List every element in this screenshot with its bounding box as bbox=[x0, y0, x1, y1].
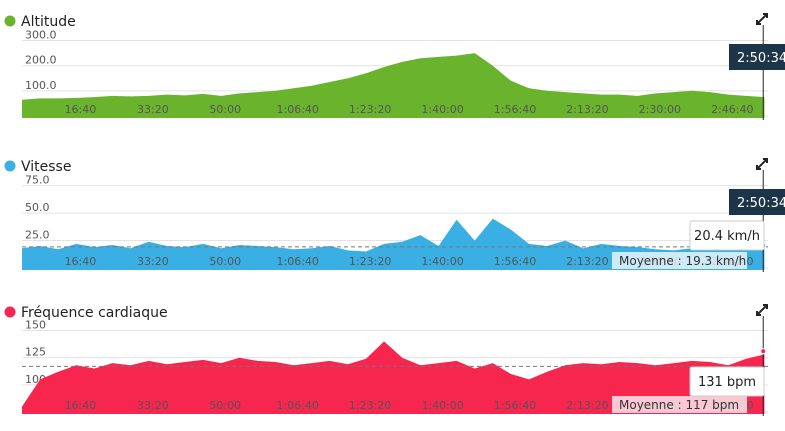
y-tick-label: 25.0 bbox=[25, 229, 50, 242]
expand-icon[interactable] bbox=[756, 13, 768, 25]
expand-icon[interactable] bbox=[756, 304, 768, 316]
area bbox=[22, 341, 765, 414]
cursor-point bbox=[760, 348, 767, 355]
x-tick-label: 1:40:00 bbox=[421, 103, 463, 116]
x-tick-label: 33:20 bbox=[137, 399, 169, 412]
legend-dot bbox=[4, 15, 16, 27]
x-tick-label: 33:20 bbox=[137, 255, 169, 268]
y-tick-label: 300.0 bbox=[25, 29, 57, 42]
x-tick-label: 2:46:40 bbox=[711, 103, 753, 116]
x-tick-label: 1:06:40 bbox=[277, 399, 319, 412]
y-tick-label: 100.0 bbox=[25, 79, 57, 92]
chart-title: Altitude bbox=[21, 14, 76, 30]
chart-title: Fréquence cardiaque bbox=[21, 305, 168, 321]
cursor-time: 2:50:34 bbox=[737, 51, 785, 66]
x-tick-label: 16:40 bbox=[65, 103, 97, 116]
x-tick-label: 1:06:40 bbox=[277, 103, 319, 116]
tooltip-text: 131 bpm bbox=[698, 375, 756, 390]
average-label-bg bbox=[612, 252, 747, 269]
x-tick-label: 1:56:40 bbox=[494, 255, 536, 268]
expand-arrow bbox=[756, 304, 768, 316]
average-label: Moyenne : 117 bpm bbox=[619, 398, 739, 412]
x-tick-label: 50:00 bbox=[209, 399, 241, 412]
y-tick-label: 75.0 bbox=[25, 174, 50, 187]
x-tick-label: 2:13:20 bbox=[566, 255, 608, 268]
cursor-time-box bbox=[729, 189, 785, 215]
legend-dot bbox=[4, 160, 16, 172]
y-tick-label: 125 bbox=[25, 346, 46, 359]
cursor-time: 2:50:34 bbox=[737, 196, 785, 211]
chart-title: Vitesse bbox=[21, 159, 71, 175]
x-tick-label: 1:56:40 bbox=[494, 103, 536, 116]
x-tick-label: 50:00 bbox=[209, 103, 241, 116]
area bbox=[22, 218, 765, 270]
x-tick-label: 1:40:00 bbox=[421, 399, 463, 412]
tooltip-text: 20.4 km/h bbox=[694, 229, 760, 244]
x-tick-label: 1:23:20 bbox=[349, 399, 391, 412]
average-label-bg bbox=[612, 396, 747, 413]
y-tick-label: 50.0 bbox=[25, 201, 50, 214]
x-tick-label: 2:13:20 bbox=[566, 399, 608, 412]
cursor-time-box bbox=[729, 44, 785, 70]
x-tick-label: 1:23:20 bbox=[349, 255, 391, 268]
expand-icon[interactable] bbox=[756, 158, 768, 170]
x-tick-label: 33:20 bbox=[137, 103, 169, 116]
tooltip-box bbox=[689, 366, 765, 397]
area bbox=[22, 53, 765, 118]
y-tick-label: 150 bbox=[25, 319, 46, 332]
x-tick-label: 2:30:00 bbox=[639, 103, 681, 116]
legend-dot bbox=[4, 306, 16, 318]
expand-arrow bbox=[756, 158, 768, 170]
x-tick-label: 1:56:40 bbox=[494, 399, 536, 412]
x-tick-label: 50:00 bbox=[209, 255, 241, 268]
x-tick-label: 16:40 bbox=[65, 255, 97, 268]
x-tick-label: 16:40 bbox=[65, 399, 97, 412]
tooltip-box bbox=[689, 220, 765, 251]
x-tick-label: 1:23:20 bbox=[349, 103, 391, 116]
x-tick-label: 1:06:40 bbox=[277, 255, 319, 268]
y-tick-label: 200.0 bbox=[25, 54, 57, 67]
x-tick-label: 1:40:00 bbox=[421, 255, 463, 268]
x-tick-label: 2:13:20 bbox=[566, 103, 608, 116]
average-label: Moyenne : 19.3 km/h bbox=[619, 254, 746, 268]
expand-arrow bbox=[756, 13, 768, 25]
